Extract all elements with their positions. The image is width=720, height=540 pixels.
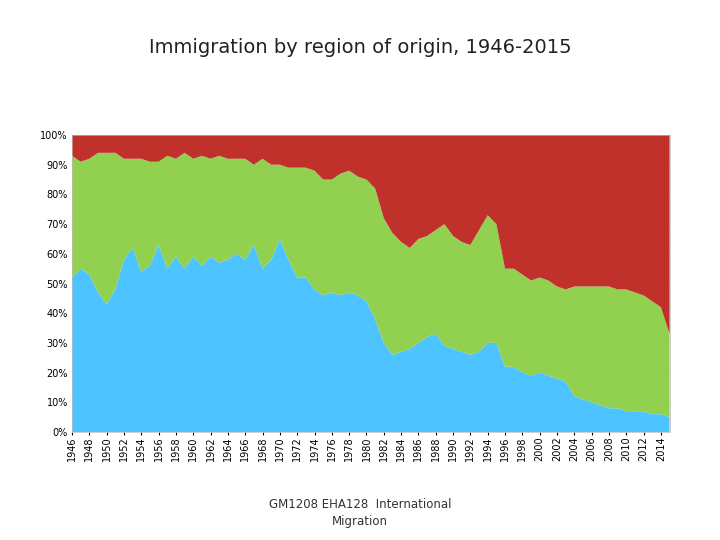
Text: GM1208 EHA128  International
Migration: GM1208 EHA128 International Migration bbox=[269, 497, 451, 529]
Text: Immigration by region of origin, 1946-2015: Immigration by region of origin, 1946-20… bbox=[149, 38, 571, 57]
